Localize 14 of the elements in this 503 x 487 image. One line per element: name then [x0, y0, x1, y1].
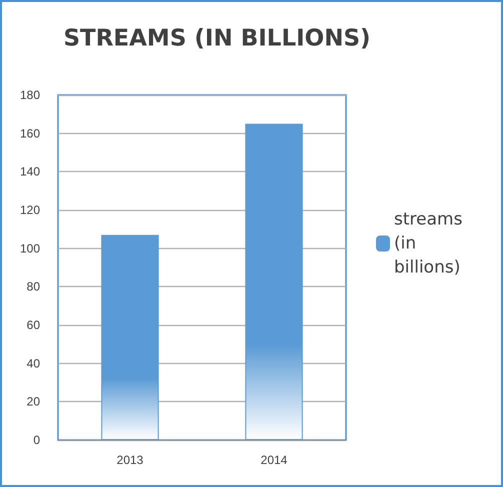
y-tick-label: 120: [20, 203, 40, 217]
y-tick-label: 180: [20, 88, 40, 102]
y-tick-label: 40: [26, 356, 40, 370]
y-tick-label: 140: [20, 164, 40, 179]
y-tick-label: 0: [33, 433, 40, 447]
y-tick-label: 20: [26, 394, 40, 409]
chart-title: STREAMS (IN BILLIONS): [63, 26, 371, 52]
y-tick-label: 160: [20, 126, 40, 140]
x-tick-label: 2013: [116, 453, 144, 467]
legend-label: streams (in billions): [394, 210, 468, 278]
y-tick-label: 80: [26, 280, 40, 294]
y-tick-label: 100: [20, 241, 40, 256]
y-tick-label: 60: [26, 318, 40, 332]
x-tick-label: 2014: [260, 453, 288, 467]
